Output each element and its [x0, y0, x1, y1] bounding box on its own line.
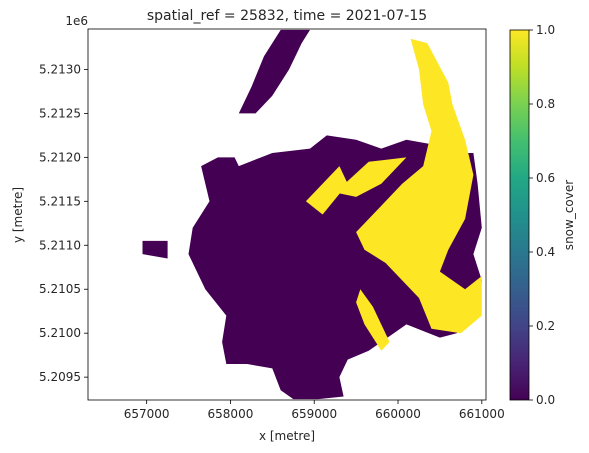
- y-tick-label-3: 5.2110: [39, 238, 81, 252]
- colorbar: [509, 29, 530, 401]
- colorbar-label: snow_cover: [562, 180, 576, 250]
- y-offset-label: 1e6: [65, 14, 88, 28]
- x-tick-label-1: 658000: [208, 407, 254, 421]
- colorbar-tick-label-4: 0.8: [536, 97, 555, 111]
- y-tick-label-1: 5.2100: [39, 326, 81, 340]
- snow-region-4: [305, 166, 348, 215]
- plot-frame: [87, 28, 487, 401]
- no-snow-region-2: [142, 240, 168, 259]
- y-tick-label-7: 5.2130: [39, 62, 81, 76]
- y-tick-label-4: 5.2115: [39, 194, 81, 208]
- y-tick-label-6: 5.2125: [39, 106, 81, 120]
- y-tick-label-0: 5.2095: [39, 370, 81, 384]
- y-axis-label: y [metre]: [11, 187, 25, 243]
- snow-region-5: [356, 38, 482, 334]
- x-tick-label-2: 659000: [291, 407, 337, 421]
- snow-region-6: [356, 289, 390, 351]
- x-tick-label-3: 660000: [375, 407, 421, 421]
- x-tick-label-4: 661000: [459, 407, 505, 421]
- x-axis-label: x [metre]: [259, 429, 315, 443]
- no-snow-region-1: [238, 29, 310, 114]
- x-axis-ticks: 657000 658000 659000 660000 661000: [124, 400, 505, 421]
- x-tick-label-0: 657000: [124, 407, 170, 421]
- colorbar-tick-label-2: 0.4: [536, 245, 555, 259]
- y-tick-label-2: 5.2105: [39, 282, 81, 296]
- colorbar-tick-label-0: 0.0: [536, 393, 555, 407]
- snow-region-3: [335, 157, 407, 197]
- y-axis-ticks: 5.2095 5.2100 5.2105 5.2110 5.2115 5.2120 5.21…: [39, 62, 88, 384]
- colorbar-tick-label-5: 1.0: [536, 23, 555, 37]
- colorbar-ticks: 0.0 0.2 0.4 0.6 0.8 1.0: [529, 23, 555, 407]
- raster-layer: [142, 29, 482, 400]
- y-tick-label-5: 5.2120: [39, 150, 81, 164]
- chart-title: spatial_ref = 25832, time = 2021-07-15: [147, 8, 427, 24]
- colorbar-tick-label-1: 0.2: [536, 319, 555, 333]
- colorbar-tick-label-3: 0.6: [536, 171, 555, 185]
